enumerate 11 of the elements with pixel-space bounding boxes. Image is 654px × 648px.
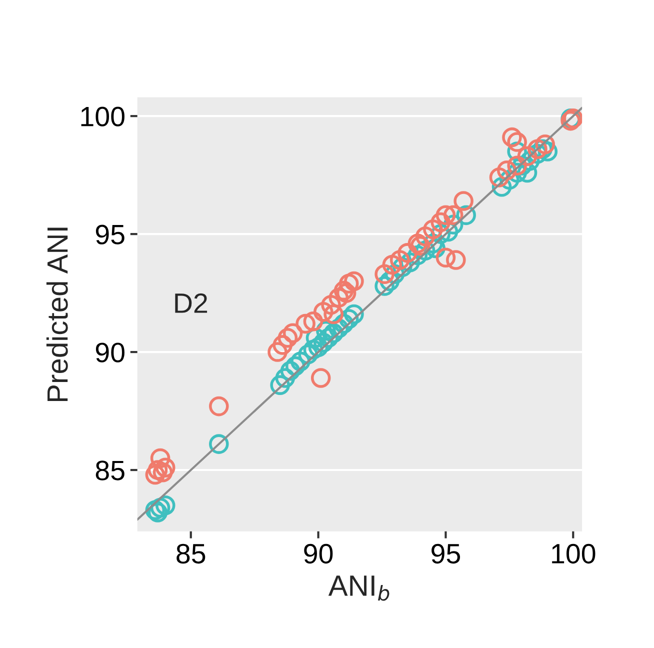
- x-axis-title: ANI$_{b}$: [328, 576, 390, 601]
- y-tick-label: 85: [96, 460, 124, 480]
- y-tick-label: 90: [96, 342, 124, 362]
- x-tick-label: 90: [304, 544, 333, 564]
- y-tick-label: 100: [81, 106, 124, 126]
- annotation: D2: [175, 293, 208, 313]
- y-tick-label: 95: [96, 224, 124, 244]
- x-tick-label: 100: [552, 544, 596, 564]
- x-tick-label: 95: [432, 544, 460, 564]
- y-axis-title: Predicted ANI: [46, 228, 68, 402]
- x-tick-label: 85: [176, 544, 206, 564]
